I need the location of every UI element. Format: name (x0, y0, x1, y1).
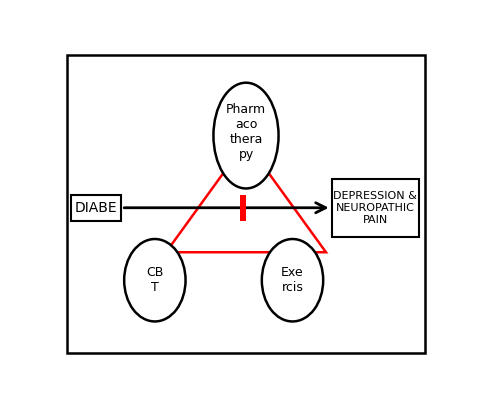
Text: Exe
rcis: Exe rcis (281, 266, 304, 294)
Text: DIABE: DIABE (75, 201, 118, 215)
Text: CB
T: CB T (146, 266, 164, 294)
Ellipse shape (262, 239, 323, 322)
Bar (240, 195, 246, 221)
Text: DEPRESSION &
NEUROPATHIC
PAIN: DEPRESSION & NEUROPATHIC PAIN (333, 191, 417, 225)
Ellipse shape (214, 83, 278, 188)
FancyBboxPatch shape (67, 55, 424, 354)
Text: Pharm
aco
thera
py: Pharm aco thera py (226, 103, 266, 162)
FancyBboxPatch shape (71, 195, 121, 221)
Ellipse shape (124, 239, 186, 322)
FancyBboxPatch shape (332, 179, 419, 237)
